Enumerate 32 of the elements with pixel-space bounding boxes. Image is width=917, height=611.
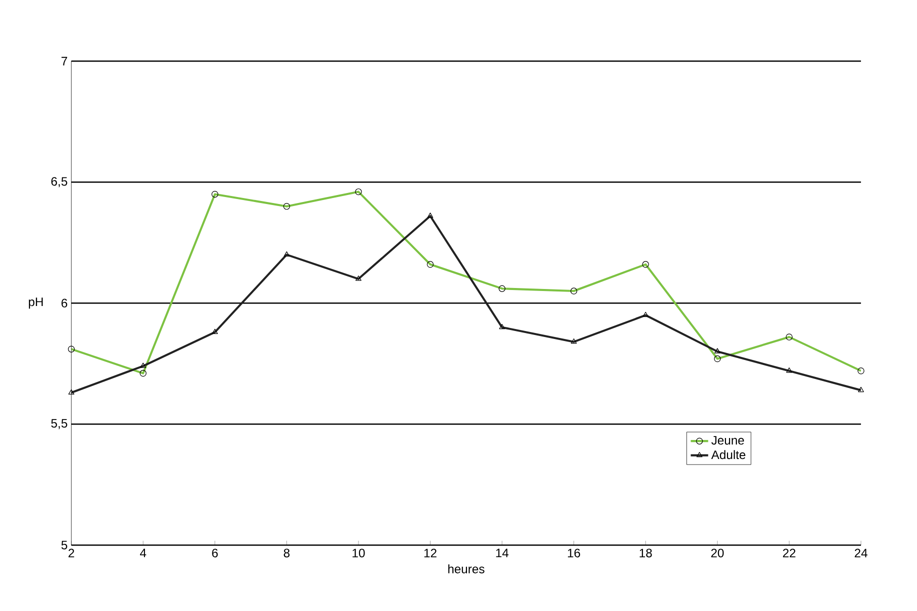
point <box>858 386 864 392</box>
y-axis-title: pH <box>28 297 43 308</box>
point <box>570 338 577 344</box>
point <box>140 362 146 368</box>
x-tick-label: 14 <box>496 548 508 557</box>
y-tick-label: 5,5 <box>51 418 68 429</box>
point <box>356 275 362 281</box>
point <box>786 367 792 373</box>
legend-label: Jeune <box>711 436 744 444</box>
x-tick-label: 18 <box>640 548 652 558</box>
x-tick-label: 20 <box>711 548 724 558</box>
point <box>499 324 505 329</box>
x-tick-label: 24 <box>854 548 868 558</box>
x-tick-label: 10 <box>352 548 365 558</box>
x-tick-label: 2 <box>68 548 74 558</box>
point <box>427 212 434 218</box>
point <box>284 251 290 256</box>
x-tick-label: 12 <box>424 548 436 558</box>
x-tick-label: 22 <box>782 548 796 558</box>
y-tick-label: 6,5 <box>51 176 68 188</box>
y-tick-label: 5 <box>61 540 68 550</box>
x-tick-label: 8 <box>284 548 290 558</box>
point <box>642 312 649 317</box>
legend-label: Adulte <box>711 450 746 459</box>
y-tick-label: 7 <box>62 56 68 66</box>
y-tick-label: 6 <box>62 298 68 308</box>
point <box>714 348 720 354</box>
x-tick-label: 6 <box>212 548 218 558</box>
x-axis-title: heures <box>448 564 484 574</box>
x-tick-label: 16 <box>568 548 580 558</box>
x-tick-label: 4 <box>140 548 146 557</box>
point <box>212 328 218 334</box>
